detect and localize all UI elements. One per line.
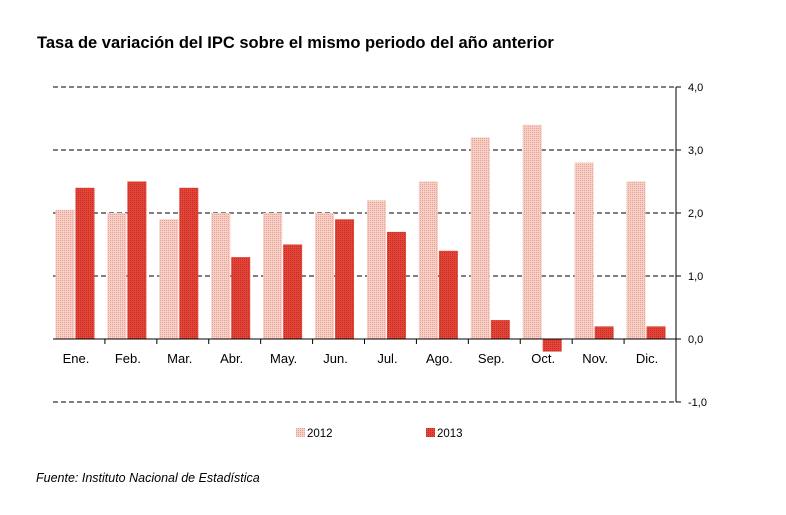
bar-2013 — [646, 326, 666, 339]
bar-2013 — [594, 326, 614, 339]
axes: 4,0 3,0 2,0 1,0 0,0 -1,0 Ene. Feb. Mar. Abr. May. J… — [53, 82, 707, 409]
bar-2013 — [438, 250, 458, 339]
x-tick-label: Ago. — [426, 351, 453, 366]
x-tick-label: Jun. — [323, 351, 348, 366]
bar-2012 — [55, 209, 75, 339]
bar-2012 — [366, 200, 386, 339]
x-tick-label: May. — [270, 351, 297, 366]
legend-label-2012: 2012 — [307, 428, 333, 440]
y-tick-label: 0,0 — [688, 334, 703, 346]
x-tick-label: Jul. — [377, 351, 397, 366]
bar-2012 — [574, 162, 594, 339]
legend: 2012 2013 — [296, 428, 463, 440]
y-tick-label: 1,0 — [688, 271, 703, 283]
bar-2013 — [231, 257, 251, 339]
bar-2013 — [179, 187, 199, 339]
x-tick-label: Sep. — [478, 351, 505, 366]
bar-2012 — [263, 213, 283, 339]
bar-2013 — [386, 231, 406, 339]
x-tick-label: Nov. — [582, 351, 608, 366]
bar-2012 — [315, 213, 335, 339]
bar-2012 — [107, 213, 127, 339]
bar-2013 — [283, 244, 303, 339]
legend-swatch-2012 — [296, 428, 305, 437]
bar-2012 — [159, 219, 179, 339]
bar-2013 — [335, 219, 355, 339]
bar-2013 — [490, 320, 510, 339]
y-tick-label: 2,0 — [688, 208, 703, 220]
x-tick-label: Feb. — [115, 351, 141, 366]
x-tick-label: Dic. — [636, 351, 658, 366]
legend-label-2013: 2013 — [437, 428, 463, 440]
y-tick-label: 3,0 — [688, 145, 703, 157]
y-tick-label: -1,0 — [688, 397, 707, 409]
bar-2013 — [75, 187, 95, 339]
bars — [55, 124, 666, 352]
bar-2012 — [626, 181, 646, 339]
bar-2012 — [470, 137, 490, 339]
x-tick-label: Ene. — [63, 351, 90, 366]
x-tick-label: Mar. — [167, 351, 192, 366]
bar-2012 — [522, 124, 542, 339]
bar-2012 — [418, 181, 438, 339]
bar-2012 — [211, 213, 231, 339]
bar-2013 — [542, 339, 562, 352]
bar-2013 — [127, 181, 147, 339]
legend-swatch-2013 — [426, 428, 435, 437]
y-tick-label: 4,0 — [688, 82, 703, 94]
x-tick-label: Abr. — [220, 351, 243, 366]
source-note: Fuente: Instituto Nacional de Estadístic… — [36, 471, 260, 485]
chart-title: Tasa de variación del IPC sobre el mismo… — [37, 34, 554, 52]
x-tick-label: Oct. — [531, 351, 555, 366]
